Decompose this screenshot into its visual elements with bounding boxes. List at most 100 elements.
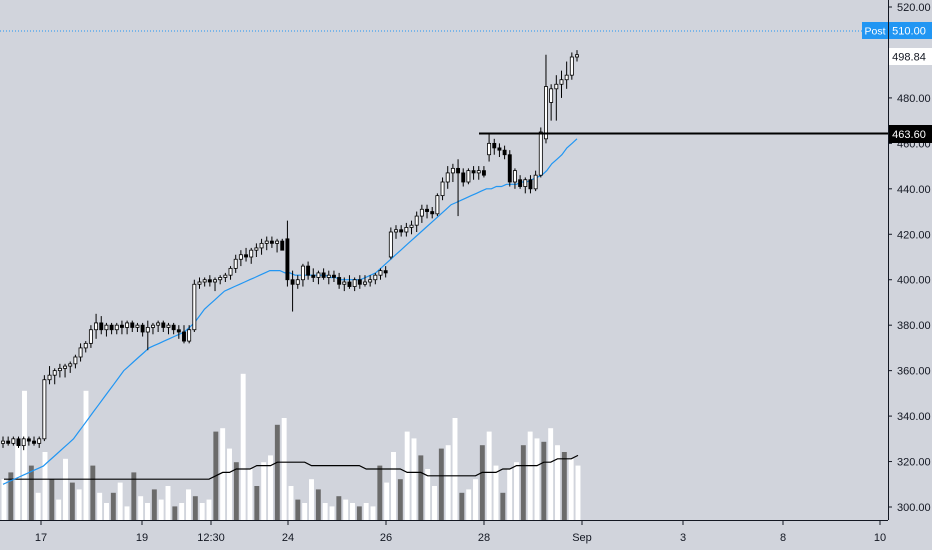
candle-body xyxy=(249,249,254,258)
volume-bar xyxy=(63,458,68,520)
candle xyxy=(502,145,507,160)
candle xyxy=(337,272,342,289)
volume-bar xyxy=(104,503,109,520)
volume-bar xyxy=(507,469,513,520)
candle-body xyxy=(119,324,124,328)
volume-bar xyxy=(28,465,34,520)
candle xyxy=(523,177,528,194)
candle xyxy=(88,325,93,348)
candle xyxy=(295,275,300,289)
candle-body xyxy=(450,167,455,174)
candle-body xyxy=(404,227,409,233)
candle xyxy=(321,268,326,280)
candle xyxy=(1,436,5,448)
candle xyxy=(481,166,486,178)
candle xyxy=(16,436,21,448)
ma-line xyxy=(2,138,578,485)
volume-bar xyxy=(83,390,89,520)
time-tick-label: 8 xyxy=(780,532,786,544)
candle xyxy=(326,270,331,285)
candle-body xyxy=(564,74,569,81)
candle-body xyxy=(445,172,450,183)
time-tick-label: 12:30 xyxy=(197,532,225,544)
candle xyxy=(290,270,295,312)
candle-body xyxy=(321,272,326,278)
volume-bar xyxy=(192,496,198,520)
candle-body xyxy=(233,258,238,269)
volume-bar xyxy=(363,503,369,520)
post-tag-text: Post xyxy=(864,26,885,38)
candle xyxy=(306,261,311,280)
candle xyxy=(52,368,57,385)
candle xyxy=(544,54,548,144)
candle-body xyxy=(466,170,471,183)
candle-body xyxy=(182,331,186,342)
candle-body xyxy=(228,267,233,276)
candle-body xyxy=(538,131,543,176)
candle-body xyxy=(295,279,300,285)
candle xyxy=(26,436,31,446)
candle xyxy=(435,193,440,217)
candle-body xyxy=(197,281,202,285)
candle-body xyxy=(471,170,476,174)
volume-bar xyxy=(288,486,294,520)
volume-bar xyxy=(56,499,62,520)
volume-bar xyxy=(404,431,410,520)
volume-bar xyxy=(69,482,75,520)
candle-body xyxy=(125,322,130,328)
time-axis[interactable]: 17 19 12:30 24 26 28 Sep 3 8 10 xyxy=(35,520,886,544)
candle xyxy=(207,275,212,287)
candle-body xyxy=(373,274,378,281)
candle-body xyxy=(518,179,523,187)
price-tick-label: 400.00 xyxy=(897,275,931,287)
candle-body xyxy=(544,86,548,140)
candle xyxy=(414,211,419,232)
candle-body xyxy=(533,174,538,190)
candle-body xyxy=(176,329,181,333)
candle-body xyxy=(492,142,497,149)
candle-body xyxy=(332,274,336,278)
candle xyxy=(409,220,414,235)
level-price-value: 463.60 xyxy=(892,129,926,141)
candle xyxy=(63,363,68,378)
price-tick-label: 340.00 xyxy=(897,411,931,423)
candle-body xyxy=(549,88,554,103)
candle xyxy=(363,275,367,287)
candle-body xyxy=(430,211,435,215)
volume-bar xyxy=(322,503,328,520)
candle-body xyxy=(161,322,166,328)
candle xyxy=(42,375,47,442)
price-tick-label: 480.00 xyxy=(897,93,931,105)
candle xyxy=(456,159,461,217)
time-tick-label: 26 xyxy=(380,532,392,544)
candle-body xyxy=(140,324,145,333)
candle-body xyxy=(264,240,269,244)
volume-bar xyxy=(370,506,376,520)
candle-body xyxy=(83,342,88,349)
volume-bar xyxy=(261,462,267,520)
candle-body xyxy=(6,440,11,444)
price-tick-label: 380.00 xyxy=(897,320,931,332)
volume-moving-average xyxy=(4,454,579,480)
candle-body xyxy=(99,322,104,331)
candle xyxy=(176,325,181,339)
candle-body xyxy=(357,279,362,285)
candle-body xyxy=(94,322,99,331)
candle xyxy=(83,341,88,353)
candle-body xyxy=(254,247,259,251)
candle xyxy=(171,322,176,335)
volume-bar xyxy=(445,445,451,520)
volume-bar xyxy=(254,486,260,520)
candle-body xyxy=(207,279,212,283)
candle xyxy=(130,320,135,332)
candle-body xyxy=(135,324,140,328)
candle-body xyxy=(363,281,367,285)
price-tick-label: 360.00 xyxy=(897,366,931,378)
candle xyxy=(476,166,481,180)
volume-bar xyxy=(391,452,396,520)
volume-bar xyxy=(227,448,232,520)
volume-bar xyxy=(247,469,253,520)
candle xyxy=(461,168,466,187)
candle-body xyxy=(487,142,492,156)
